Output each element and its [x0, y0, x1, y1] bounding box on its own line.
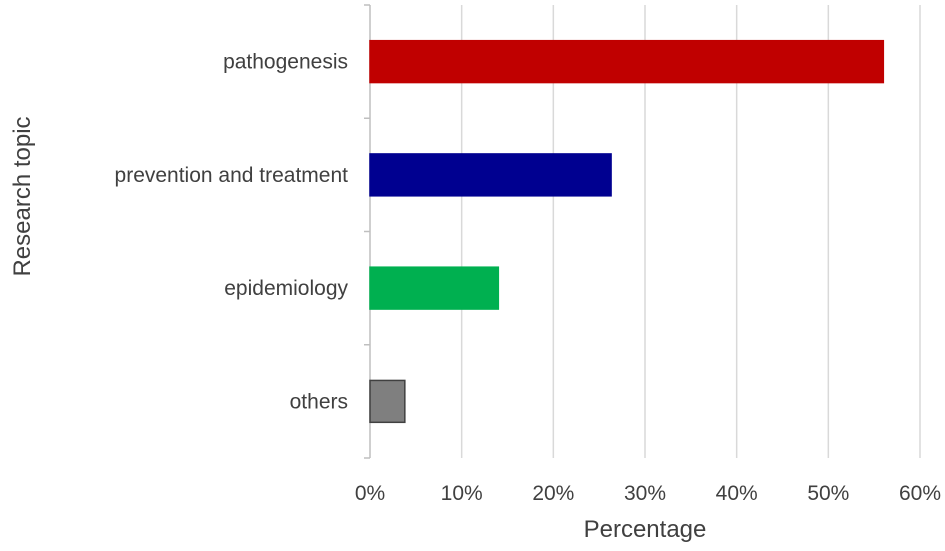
bar-epidemiology — [369, 266, 500, 310]
y-axis-tick-marks — [364, 4, 370, 459]
bar-others — [369, 379, 406, 424]
x-tick-label: 60% — [899, 482, 941, 505]
bar-pathogenesis — [369, 39, 885, 84]
category-label: epidemiology — [224, 277, 348, 300]
x-tick-label: 30% — [624, 482, 666, 505]
bar-prevention-and-treatment — [369, 153, 612, 197]
category-label: pathogenesis — [223, 51, 348, 74]
x-tick-label: 10% — [441, 482, 483, 505]
x-tick-label: 40% — [716, 482, 758, 505]
category-label: prevention and treatment — [115, 164, 349, 187]
x-tick-labels: 0% 10% 20% 30% 40% 50% 60% — [355, 482, 941, 505]
x-tick-label: 0% — [355, 482, 385, 505]
y-axis-title: Research topic — [9, 116, 36, 276]
bars — [369, 39, 885, 424]
x-tick-label: 50% — [807, 482, 849, 505]
x-tick-label: 20% — [532, 482, 574, 505]
category-labels: pathogenesis prevention and treatment epid… — [115, 51, 349, 414]
x-axis-title: Percentage — [584, 516, 707, 543]
category-label: others — [290, 390, 348, 413]
